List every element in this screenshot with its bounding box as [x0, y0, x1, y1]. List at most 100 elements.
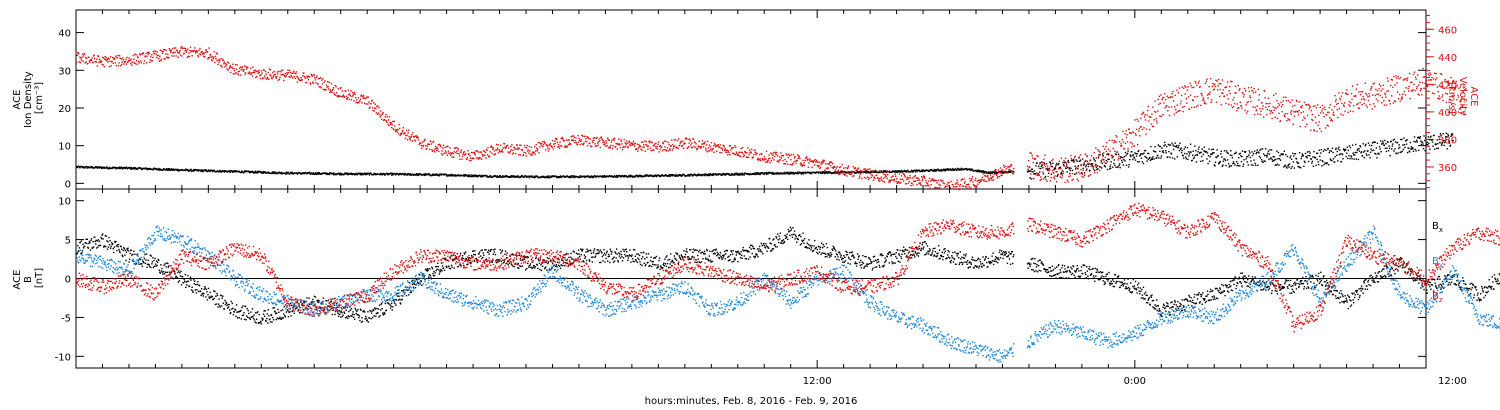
data-point-p0-s1: [325, 84, 328, 86]
data-point-p0-s0: [432, 174, 434, 176]
data-point-p0-s1: [395, 129, 397, 131]
data-point-p0-s1: [666, 149, 668, 151]
data-point-p0-s0: [118, 166, 121, 168]
data-point-p0-s1: [1027, 168, 1029, 171]
data-point-p0-s1: [1040, 176, 1042, 178]
data-point-p0-s1: [841, 163, 843, 166]
data-point-p0-s1: [450, 153, 453, 155]
data-point-p0-s1: [567, 139, 569, 141]
data-point-p0-s1: [515, 148, 517, 151]
data-point-p0-s1: [1104, 156, 1107, 159]
data-point-p0-s1: [421, 147, 423, 150]
data-point-p0-s1: [908, 177, 910, 179]
data-point-p0-s1: [584, 140, 587, 143]
data-point-p0-s0: [1282, 153, 1284, 155]
data-point-p0-s0: [1200, 151, 1202, 154]
data-point-p0-s0: [1441, 143, 1443, 145]
x-axis-label: hours:minutes, Feb. 8, 2016 - Feb. 9, 20…: [645, 396, 858, 407]
data-point-p0-s1: [577, 141, 580, 143]
data-point-p0-s1: [625, 143, 627, 145]
data-point-p0-s1: [219, 58, 221, 60]
data-point-p0-s1: [445, 152, 447, 154]
data-point-p0-s1: [851, 171, 853, 173]
data-point-p0-s1: [514, 152, 517, 155]
data-point-p0-s1: [629, 144, 632, 147]
data-point-p0-s0: [899, 171, 902, 173]
data-point-p0-s0: [476, 174, 479, 177]
data-point-p0-s0: [766, 171, 768, 174]
data-point-p0-s1: [701, 143, 703, 145]
data-point-p0-s0: [1267, 150, 1270, 152]
data-point-p0-s1: [739, 155, 742, 158]
data-point-p0-s0: [423, 173, 425, 175]
data-point-p0-s1: [727, 150, 730, 152]
data-point-p0-s0: [1054, 168, 1057, 170]
data-point-p0-s1: [148, 51, 150, 54]
data-point-p0-s1: [79, 56, 81, 58]
data-point-p0-s0: [1315, 164, 1317, 167]
data-point-p0-s1: [1214, 83, 1216, 85]
data-point-p0-s0: [856, 171, 858, 174]
data-point-p0-s1: [977, 183, 979, 185]
data-point-p0-s1: [1177, 92, 1180, 94]
data-point-p0-s0: [1143, 149, 1146, 152]
data-point-p0-s0: [937, 168, 939, 171]
data-point-p0-s0: [470, 174, 472, 176]
data-point-p0-s0: [356, 173, 358, 176]
data-point-p0-s0: [1302, 154, 1304, 156]
data-point-p0-s1: [962, 185, 965, 187]
data-point-p0-s0: [783, 171, 786, 174]
data-point-p0-s1: [944, 185, 947, 188]
bottom-left-axis-label: ACE B [nT]: [12, 266, 45, 289]
data-point-p0-s1: [170, 51, 172, 54]
data-point-p0-s0: [1325, 149, 1327, 152]
data-point-p0-s0: [772, 173, 775, 175]
data-point-p0-s1: [131, 64, 133, 66]
data-point-p0-s1: [200, 51, 202, 54]
data-point-p0-s1: [682, 140, 684, 142]
bottom-left-label-line1: ACE: [12, 270, 23, 290]
data-point-p0-s0: [1412, 150, 1415, 152]
data-point-p0-s1: [856, 168, 858, 171]
data-point-p0-s1: [952, 184, 954, 186]
data-point-p0-s0: [324, 172, 327, 174]
data-point-p0-s0: [1399, 151, 1401, 154]
data-point-p0-s0: [328, 173, 330, 175]
data-point-p0-s1: [265, 70, 267, 73]
data-point-p0-s0: [233, 170, 235, 172]
data-point-p0-s1: [1170, 106, 1173, 108]
data-point-p0-s1: [875, 174, 878, 177]
data-point-p0-s1: [933, 179, 936, 182]
data-point-p0-s0: [1145, 157, 1148, 159]
data-point-p0-s0: [177, 168, 180, 171]
data-point-p0-s1: [1180, 94, 1183, 97]
data-point-p0-s0: [1238, 153, 1240, 155]
data-point-p0-s0: [572, 175, 574, 178]
data-point-p0-s0: [1095, 163, 1097, 166]
data-point-p0-s1: [1179, 103, 1182, 105]
data-point-p0-s0: [360, 172, 362, 175]
data-point-p0-s1: [974, 177, 977, 180]
data-point-p0-s1: [987, 177, 990, 179]
data-point-p0-s1: [1046, 180, 1048, 183]
data-point-p0-s1: [867, 168, 869, 171]
data-point-p0-s0: [1126, 153, 1128, 155]
data-point-p0-s1: [213, 50, 216, 53]
data-point-p0-s1: [245, 68, 248, 70]
data-point-p0-s0: [351, 173, 353, 175]
data-point-p0-s0: [1394, 148, 1396, 150]
data-point-p0-s1: [673, 139, 676, 141]
data-point-p0-s1: [184, 49, 186, 52]
data-point-p0-s1: [524, 146, 526, 149]
data-point-p0-s1: [486, 149, 488, 152]
data-point-p0-s1: [596, 142, 599, 144]
data-point-p0-s1: [502, 147, 505, 149]
data-point-p0-s1: [202, 53, 204, 55]
data-point-p0-s1: [640, 148, 642, 150]
data-point-p0-s0: [485, 175, 488, 177]
data-point-p0-s1: [516, 144, 518, 147]
data-point-p0-s0: [1397, 152, 1399, 154]
data-point-p0-s1: [221, 58, 223, 60]
data-point-p0-s0: [645, 175, 647, 178]
data-point-p0-s1: [887, 171, 889, 173]
